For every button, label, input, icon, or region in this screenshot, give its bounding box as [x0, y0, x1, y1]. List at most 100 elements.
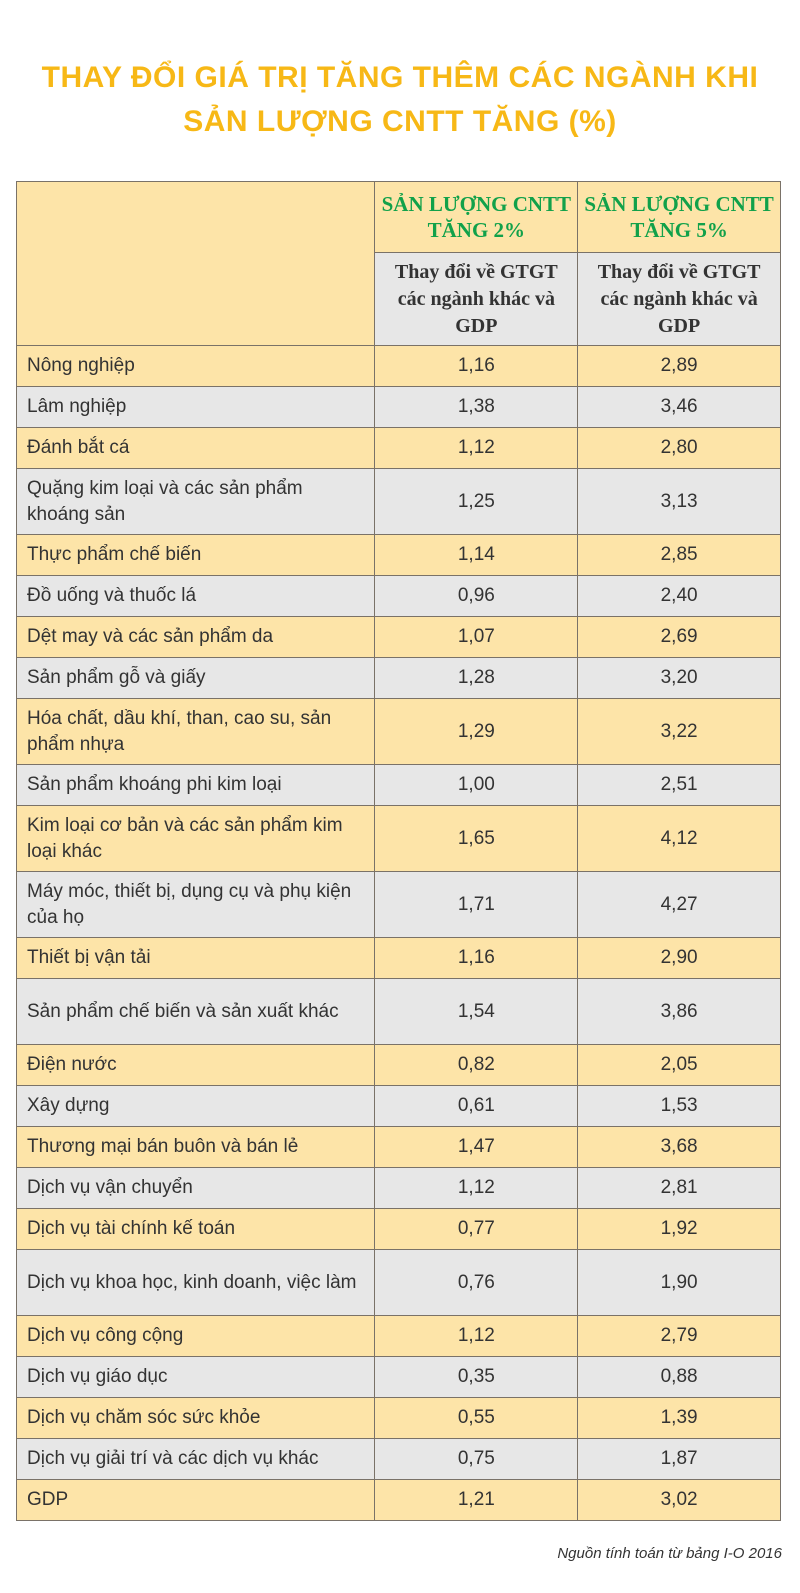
value-2pct: 0,61 — [374, 1085, 579, 1127]
header-2pct: SẢN LƯỢNG CNTT TĂNG 2% — [374, 181, 579, 253]
table-row: Lâm nghiệp 1,38 3,46 — [15, 386, 781, 428]
sector-name: Nông nghiệp — [15, 345, 376, 387]
value-5pct: 3,13 — [577, 468, 781, 535]
sector-name: Đồ uống và thuốc lá — [15, 575, 376, 617]
value-2pct: 1,71 — [374, 871, 579, 938]
value-2pct: 1,47 — [374, 1126, 579, 1168]
subheader-5pct: Thay đổi về GTGT các ngành khác và GDP — [577, 252, 781, 346]
table-row: Điện nước 0,82 2,05 — [15, 1044, 781, 1086]
table-row: Sản phẩm khoáng phi kim loại 1,00 2,51 — [15, 764, 781, 806]
value-5pct: 1,87 — [577, 1438, 781, 1480]
value-5pct: 4,27 — [577, 871, 781, 938]
value-2pct: 1,21 — [374, 1479, 579, 1521]
value-2pct: 1,12 — [374, 1167, 579, 1209]
title-line-2: SẢN LƯỢNG CNTT TĂNG (%) — [183, 105, 617, 138]
value-2pct: 1,00 — [374, 764, 579, 806]
sector-name: Thiết bị vận tải — [15, 937, 376, 979]
value-2pct: 0,82 — [374, 1044, 579, 1086]
value-2pct: 1,07 — [374, 616, 579, 658]
table-row: Dệt may và các sản phẩm da 1,07 2,69 — [15, 616, 781, 658]
table-row: Thiết bị vận tải 1,16 2,90 — [15, 937, 781, 979]
header-row-group: SẢN LƯỢNG CNTT TĂNG 2% SẢN LƯỢNG CNTT TĂ… — [15, 181, 781, 346]
table-row: Quặng kim loại và các sản phẩm khoáng sả… — [15, 468, 781, 535]
value-2pct: 1,16 — [374, 937, 579, 979]
table-row: Dịch vụ giải trí và các dịch vụ khác 0,75… — [15, 1438, 781, 1480]
value-5pct: 2,80 — [577, 427, 781, 469]
sector-name: Thực phẩm chế biến — [15, 534, 376, 576]
value-5pct: 3,22 — [577, 698, 781, 765]
subheader-2pct: Thay đổi về GTGT các ngành khác và GDP — [374, 252, 579, 346]
source-note: Nguồn tính toán từ bảng I-O 2016 — [557, 1545, 782, 1562]
table-row: Đánh bắt cá 1,12 2,80 — [15, 427, 781, 469]
sector-name: Xây dựng — [15, 1085, 376, 1127]
sector-name: Hóa chất, dầu khí, than, cao su, sản phẩ… — [15, 698, 376, 765]
value-2pct: 0,75 — [374, 1438, 579, 1480]
value-5pct: 3,86 — [577, 978, 781, 1045]
value-5pct: 1,90 — [577, 1249, 781, 1316]
table-row: Sản phẩm chế biến và sản xuất khác 1,54 3,… — [15, 978, 781, 1045]
sector-name: Sản phẩm khoáng phi kim loại — [15, 764, 376, 806]
value-2pct: 1,28 — [374, 657, 579, 699]
value-2pct: 1,12 — [374, 427, 579, 469]
sector-name: Dịch vụ giải trí và các dịch vụ khác — [15, 1438, 376, 1480]
table-row: Đồ uống và thuốc lá 0,96 2,40 — [15, 575, 781, 617]
value-5pct: 2,81 — [577, 1167, 781, 1209]
page-title: THAY ĐỔI GIÁ TRỊ TĂNG THÊM CÁC NGÀNH KHI… — [0, 56, 800, 144]
value-5pct: 2,89 — [577, 345, 781, 387]
table-row: Dịch vụ công cộng 1,12 2,79 — [15, 1315, 781, 1357]
value-5pct: 2,69 — [577, 616, 781, 658]
sector-name: Quặng kim loại và các sản phẩm khoáng sả… — [15, 468, 376, 535]
table-row: Sản phẩm gỗ và giấy 1,28 3,20 — [15, 657, 781, 699]
sector-name: Máy móc, thiết bị, dụng cụ và phụ kiện c… — [15, 871, 376, 938]
value-2pct: 1,14 — [374, 534, 579, 576]
table-row: Dịch vụ khoa học, kinh doanh, việc làm 0,… — [15, 1249, 781, 1316]
sector-name: Dịch vụ công cộng — [15, 1315, 376, 1357]
value-5pct: 2,79 — [577, 1315, 781, 1357]
value-2pct: 1,38 — [374, 386, 579, 428]
table-row: Dịch vụ chăm sóc sức khỏe 0,55 1,39 — [15, 1397, 781, 1439]
header-5pct: SẢN LƯỢNG CNTT TĂNG 5% — [577, 181, 781, 253]
value-5pct: 3,02 — [577, 1479, 781, 1521]
sector-name: Dịch vụ chăm sóc sức khỏe — [15, 1397, 376, 1439]
value-2pct: 1,12 — [374, 1315, 579, 1357]
sector-name: Dệt may và các sản phẩm da — [15, 616, 376, 658]
value-5pct: 0,88 — [577, 1356, 781, 1398]
value-5pct: 2,05 — [577, 1044, 781, 1086]
header-blank-cell — [15, 181, 376, 346]
value-2pct: 0,55 — [374, 1397, 579, 1439]
title-line-1: THAY ĐỔI GIÁ TRỊ TĂNG THÊM CÁC NGÀNH KHI — [41, 61, 759, 94]
sector-name: Dịch vụ khoa học, kinh doanh, việc làm — [15, 1249, 376, 1316]
value-5pct: 3,46 — [577, 386, 781, 428]
value-2pct: 1,25 — [374, 468, 579, 535]
table-row: Thương mại bán buôn và bán lẻ 1,47 3,68 — [15, 1126, 781, 1168]
value-5pct: 2,90 — [577, 937, 781, 979]
sector-name: Dịch vụ vận chuyển — [15, 1167, 376, 1209]
sector-name: Thương mại bán buôn và bán lẻ — [15, 1126, 376, 1168]
sector-name: Điện nước — [15, 1044, 376, 1086]
value-2pct: 0,77 — [374, 1208, 579, 1250]
sector-name: Lâm nghiệp — [15, 386, 376, 428]
sector-name: Dịch vụ tài chính kế toán — [15, 1208, 376, 1250]
sector-name: Dịch vụ giáo dục — [15, 1356, 376, 1398]
sector-name: Kim loại cơ bản và các sản phẩm kim loại… — [15, 805, 376, 872]
value-2pct: 0,35 — [374, 1356, 579, 1398]
table-row: Nông nghiệp 1,16 2,89 — [15, 345, 781, 387]
sector-name: Sản phẩm gỗ và giấy — [15, 657, 376, 699]
value-2pct: 1,29 — [374, 698, 579, 765]
table-row: Thực phẩm chế biến 1,14 2,85 — [15, 534, 781, 576]
table-row: GDP 1,21 3,02 — [15, 1479, 781, 1521]
value-5pct: 3,20 — [577, 657, 781, 699]
table-row: Kim loại cơ bản và các sản phẩm kim loại… — [15, 805, 781, 872]
value-5pct: 2,40 — [577, 575, 781, 617]
value-5pct: 1,53 — [577, 1085, 781, 1127]
value-5pct: 4,12 — [577, 805, 781, 872]
table-row: Dịch vụ tài chính kế toán 0,77 1,92 — [15, 1208, 781, 1250]
value-5pct: 2,85 — [577, 534, 781, 576]
sector-name: Sản phẩm chế biến và sản xuất khác — [15, 978, 376, 1045]
value-2pct: 0,96 — [374, 575, 579, 617]
value-5pct: 3,68 — [577, 1126, 781, 1168]
value-2pct: 1,16 — [374, 345, 579, 387]
header-row-sub: Thay đổi về GTGT các ngành khác và GDP T… — [17, 252, 781, 346]
table-row: Hóa chất, dầu khí, than, cao su, sản phẩ… — [15, 698, 781, 765]
table-row: Xây dựng 0,61 1,53 — [15, 1085, 781, 1127]
